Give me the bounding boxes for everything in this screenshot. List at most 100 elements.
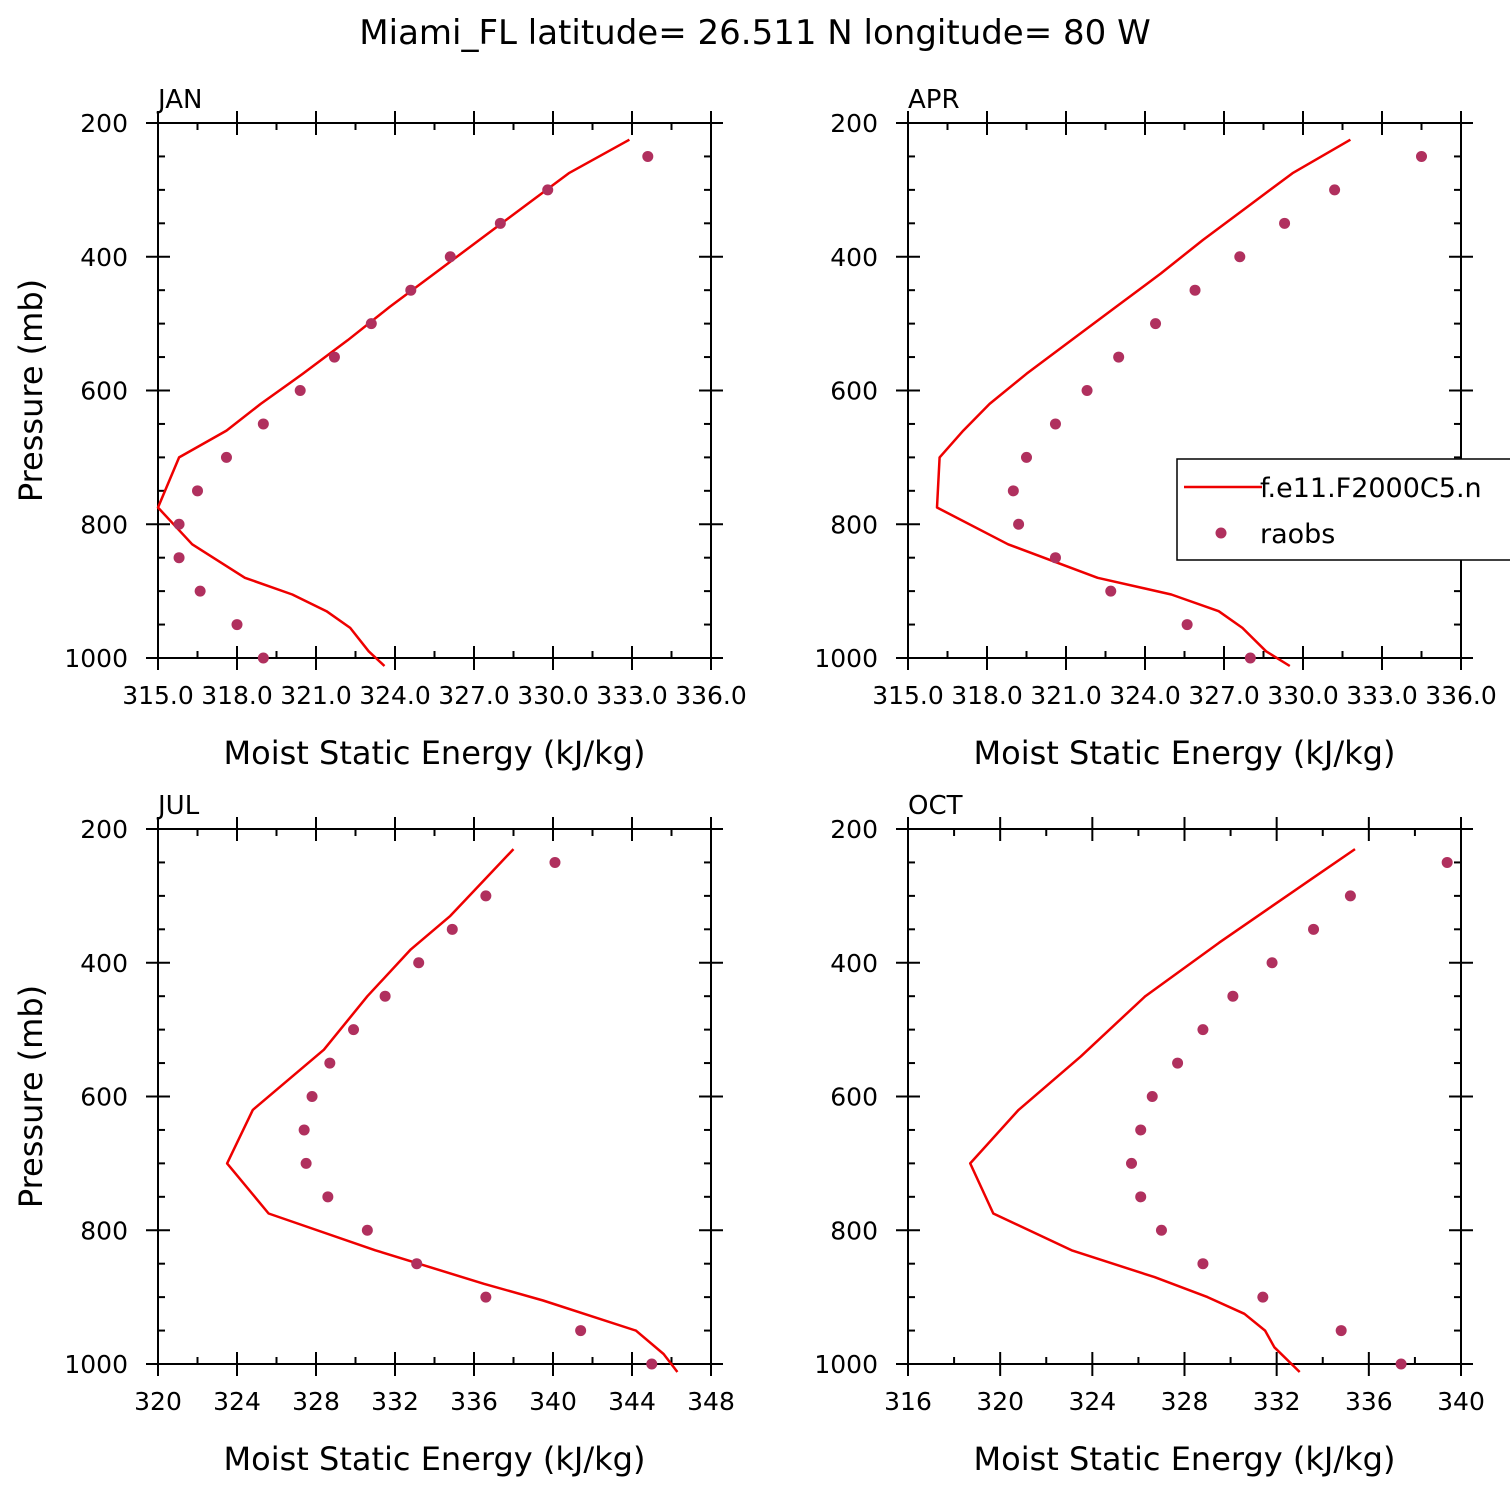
obs-point (1266, 957, 1278, 969)
x-tick-label: 344 (608, 1387, 656, 1416)
obs-point (379, 990, 391, 1002)
y-axis-label: Pressure (mb) (12, 279, 50, 502)
obs-point (220, 451, 232, 463)
obs-point (365, 318, 377, 330)
x-tick-label: 340 (1437, 1387, 1485, 1416)
obs-point (1234, 251, 1246, 263)
plot-frame (157, 122, 712, 659)
obs-point (1113, 351, 1125, 363)
obs-point (1007, 485, 1019, 497)
obs-point (1081, 385, 1093, 396)
y-tick-label: 800 (80, 1216, 128, 1245)
panel-jan: 200 400 600 800 1000 315.0 318.0 321.0 324.0 327.… (12, 85, 747, 772)
obs-point (1244, 652, 1256, 664)
obs-point (324, 1057, 336, 1069)
y-tick-label: 1000 (814, 644, 878, 673)
obs-point (413, 957, 425, 969)
obs-point (1329, 184, 1341, 196)
plot-frame (907, 828, 1462, 1365)
x-axis-label: Moist Static Energy (kJ/kg) (224, 1440, 646, 1478)
x-tick-label: 328 (292, 1387, 340, 1416)
obs-point (257, 418, 269, 430)
obs-point (173, 552, 185, 564)
legend-obs-marker (1215, 527, 1227, 539)
obs-point (1146, 1091, 1158, 1102)
x-tick-label: 324.0 (1109, 681, 1181, 710)
obs-point (192, 485, 203, 497)
x-tick-label: 333.0 (1346, 681, 1418, 710)
obs-point (1308, 923, 1320, 935)
legend: f.e11.F2000C5.n raobs (1176, 458, 1510, 561)
y-tick-label: 400 (80, 949, 128, 978)
obs-point (1126, 1157, 1138, 1169)
obs-point (480, 890, 492, 902)
obs-point (328, 351, 340, 363)
obs-point (194, 585, 206, 597)
y-tick-label: 800 (830, 1216, 878, 1245)
obs-point (411, 1258, 423, 1270)
obs-point (1441, 856, 1453, 868)
obs-point (1013, 518, 1025, 530)
x-tick-label: 324.0 (359, 681, 431, 710)
obs-point (1344, 890, 1356, 902)
obs-point (1197, 1258, 1209, 1270)
obs-point (1049, 552, 1061, 564)
obs-point (1335, 1325, 1347, 1337)
x-tick-label: 336 (450, 1387, 498, 1416)
obs-point (361, 1224, 373, 1236)
x-tick-label: 330.0 (1267, 681, 1339, 710)
obs-point (1135, 1124, 1147, 1136)
x-tick-label: 336.0 (1425, 681, 1497, 710)
obs-point (322, 1191, 334, 1203)
y-tick-label: 600 (80, 377, 128, 406)
obs-point (1049, 418, 1061, 430)
y-tick-label: 1000 (64, 644, 128, 673)
obs-point (294, 385, 306, 396)
obs-point (298, 1124, 310, 1136)
x-tick-label: 332 (371, 1387, 419, 1416)
y-tick-label: 800 (830, 510, 878, 539)
x-tick-label: 315.0 (872, 681, 944, 710)
obs-point (405, 284, 417, 296)
x-tick-label: 330.0 (517, 681, 589, 710)
obs-point (642, 150, 654, 162)
y-tick-label: 800 (80, 510, 128, 539)
x-tick-label: 318.0 (201, 681, 273, 710)
obs-point (542, 184, 554, 196)
y-tick-label: 600 (830, 377, 878, 406)
panel-apr: 200 400 600 800 1000 315.0 318.0 321.0 324.0 327.… (814, 85, 1496, 772)
y-tick-label: 200 (830, 109, 878, 138)
obs-point (549, 856, 561, 868)
obs-point (173, 518, 185, 530)
y-tick-label: 200 (80, 109, 128, 138)
plot-frame (157, 828, 712, 1365)
x-tick-label: 318.0 (951, 681, 1023, 710)
obs-point (306, 1091, 318, 1102)
x-tick-label: 336.0 (675, 681, 747, 710)
model-line-oct (968, 848, 1356, 1373)
legend-box (1176, 458, 1510, 561)
x-axis-label: Moist Static Energy (kJ/kg) (974, 1440, 1396, 1478)
obs-point (1227, 990, 1239, 1002)
x-axis-label: Moist Static Energy (kJ/kg) (974, 734, 1396, 772)
x-tick-label: 321.0 (280, 681, 352, 710)
y-tick-label: 600 (80, 1083, 128, 1112)
obs-point (1172, 1057, 1184, 1069)
obs-point (575, 1325, 587, 1337)
obs-point (1197, 1024, 1209, 1036)
legend-model-label: f.e11.F2000C5.n (1260, 473, 1482, 504)
obs-point (1416, 150, 1427, 162)
x-tick-label: 316 (884, 1387, 932, 1416)
y-tick-label: 1000 (814, 1350, 878, 1379)
obs-point (1279, 217, 1291, 229)
obs-point (257, 652, 269, 664)
x-tick-label: 336 (1345, 1387, 1393, 1416)
plot-frame (907, 122, 1462, 659)
x-tick-label: 333.0 (596, 681, 668, 710)
obs-point (444, 251, 456, 263)
obs-point (494, 217, 506, 229)
panel-title-oct: OCT (908, 791, 963, 821)
obs-point (1135, 1191, 1147, 1203)
